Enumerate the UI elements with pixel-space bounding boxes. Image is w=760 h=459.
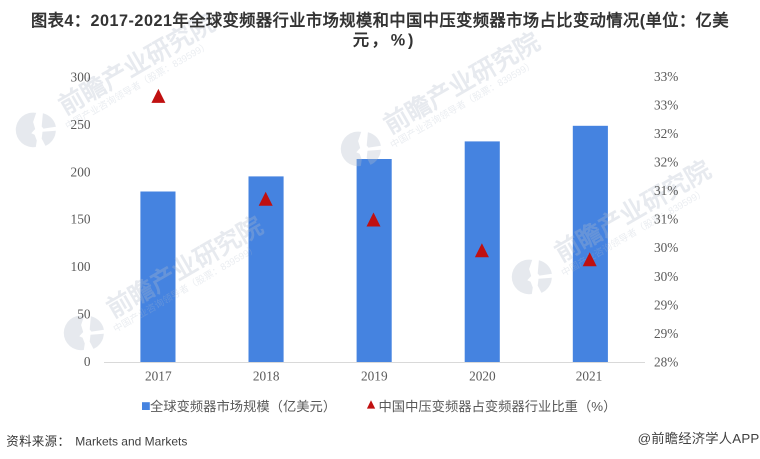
svg-text:32%: 32% [654,126,678,141]
svg-text:30%: 30% [654,269,678,284]
svg-text:31%: 31% [654,183,678,198]
svg-text:2020: 2020 [469,368,496,383]
svg-text:33%: 33% [654,98,678,113]
svg-text:100: 100 [71,259,91,274]
svg-text:元，%): 元，%) [353,31,416,49]
svg-text:2019: 2019 [361,368,388,383]
svg-text:2021: 2021 [576,368,603,383]
svg-text:资料来源：: 资料来源： [6,434,70,448]
svg-text:Markets and Markets: Markets and Markets [75,435,187,449]
svg-text:200: 200 [71,164,91,179]
svg-text:50: 50 [77,307,91,322]
svg-text:33%: 33% [654,69,678,84]
svg-text:0: 0 [84,354,91,369]
svg-text:2018: 2018 [253,368,280,383]
svg-text:29%: 29% [654,326,678,341]
svg-text:31%: 31% [654,212,678,227]
svg-text:32%: 32% [654,155,678,170]
svg-text:150: 150 [71,212,91,227]
svg-text:图表4：2017-2021年全球变频器行业市场规模和中国中压: 图表4：2017-2021年全球变频器行业市场规模和中国中压变频器市场占比变动情… [31,11,729,30]
svg-text:中国中压变频器占变频器行业比重（%）: 中国中压变频器占变频器行业比重（%） [379,399,617,414]
svg-text:@前瞻经济学人APP: @前瞻经济学人APP [638,430,760,446]
svg-text:28%: 28% [654,354,678,369]
svg-text:全球变频器市场规模（亿美元）: 全球变频器市场规模（亿美元） [150,398,336,414]
svg-text:29%: 29% [654,297,678,312]
svg-text:2017: 2017 [145,368,172,383]
svg-text:300: 300 [71,69,91,84]
svg-text:250: 250 [71,117,91,132]
svg-text:30%: 30% [654,240,678,255]
